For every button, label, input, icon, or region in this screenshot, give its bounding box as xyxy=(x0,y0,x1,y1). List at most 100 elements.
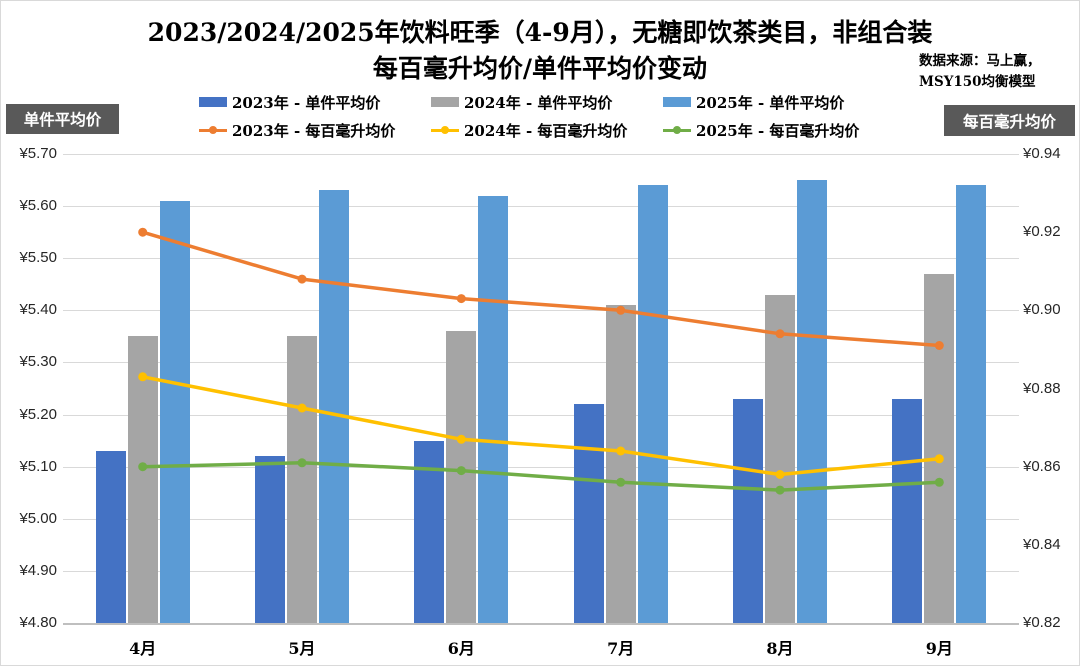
gridline xyxy=(63,362,1019,364)
x-axis-label-4月: 4月 xyxy=(129,639,157,658)
left-axis-tick-label: ¥4.80 xyxy=(19,614,57,631)
x-axis-label-9月: 9月 xyxy=(925,639,953,658)
marker-2024年-7月 xyxy=(616,446,626,456)
gridline xyxy=(63,206,1019,208)
x-axis-line xyxy=(63,623,1019,625)
bar-2025年-9月 xyxy=(956,185,987,623)
left-axis-tick-label: ¥5.10 xyxy=(19,457,57,475)
legend-label-2024-bar: 2024年 - 单件平均价 xyxy=(464,93,613,112)
bar-2023年-5月 xyxy=(255,456,285,623)
legend-label-2024-line: 2024年 - 每百毫升均价 xyxy=(464,121,628,140)
marker-2025年-8月 xyxy=(775,485,785,495)
bar-2025年-8月 xyxy=(797,180,827,623)
gridline xyxy=(63,154,1019,155)
legend-swatch-2025-line xyxy=(663,125,691,135)
legend-item-2023-bar: 2023年 - 单件平均价 xyxy=(199,92,431,112)
right-axis-tick-label: ¥0.88 xyxy=(1023,379,1061,397)
marker-2024年-9月 xyxy=(934,454,944,464)
data-source-line2: MSY150均衡模型 xyxy=(919,74,1036,90)
marker-2023年-6月 xyxy=(456,294,466,304)
marker-2023年-7月 xyxy=(616,305,626,315)
marker-2023年-8月 xyxy=(775,329,785,339)
bar-2025年-7月 xyxy=(637,185,668,623)
marker-2024年-6月 xyxy=(456,434,466,444)
plot-area xyxy=(63,154,1019,625)
legend-row-bars: 2023年 - 单件平均价 2024年 - 单件平均价 2025年 - 单件平均… xyxy=(199,92,895,112)
marker-2023年-9月 xyxy=(934,341,944,350)
line-2025年 xyxy=(142,461,940,492)
left-axis-badge: 单件平均价 xyxy=(6,104,119,134)
legend-label-2025-bar: 2025年 - 单件平均价 xyxy=(696,93,845,112)
left-axis-tick-label: ¥5.30 xyxy=(19,353,57,371)
bar-2024年-6月 xyxy=(446,331,477,623)
legend-swatch-2024-bar xyxy=(431,97,459,107)
line-2024年 xyxy=(142,375,940,477)
legend-swatch-2024-line xyxy=(431,125,459,135)
bar-2024年-9月 xyxy=(924,273,955,623)
gridline xyxy=(63,570,1019,572)
line-2023年 xyxy=(142,230,940,348)
chart-title-line2: 每百毫升均价/单件平均价变动 xyxy=(372,54,708,83)
right-axis-tick-label: ¥0.86 xyxy=(1023,457,1061,475)
legend-swatch-2025-bar xyxy=(663,97,691,107)
right-axis-tick-label: ¥0.84 xyxy=(1023,535,1061,553)
bar-2024年-5月 xyxy=(287,336,317,623)
right-axis-badge: 每百毫升均价 xyxy=(944,105,1075,136)
marker-2025年-6月 xyxy=(456,466,466,476)
marker-2023年-4月 xyxy=(138,227,148,237)
marker-2025年-7月 xyxy=(616,477,626,487)
gridline xyxy=(63,258,1019,260)
data-source-line1: 数据来源：马上赢， xyxy=(919,53,1041,69)
x-axis-label-5月: 5月 xyxy=(288,639,316,658)
legend-item-2025-line: 2025年 - 每百毫升均价 xyxy=(663,120,895,140)
line-series-layer xyxy=(138,227,944,495)
left-axis-tick-label: ¥4.90 xyxy=(19,561,57,579)
marker-2023年-5月 xyxy=(297,274,307,284)
bar-2025年-4月 xyxy=(159,200,190,623)
marker-2025年-9月 xyxy=(934,477,944,487)
legend-item-2023-line: 2023年 - 每百毫升均价 xyxy=(199,120,431,140)
bar-2023年-4月 xyxy=(95,451,126,623)
bar-2023年-8月 xyxy=(733,398,763,623)
gridline xyxy=(63,414,1019,416)
left-axis-tick-label: ¥5.00 xyxy=(19,509,57,527)
x-axis-label-6月: 6月 xyxy=(447,639,475,658)
bar-2023年-7月 xyxy=(573,404,604,623)
gridline xyxy=(63,518,1019,520)
bar-2024年-8月 xyxy=(765,294,795,623)
legend-label-2025-line: 2025年 - 每百毫升均价 xyxy=(696,121,860,140)
legend-item-2025-bar: 2025年 - 单件平均价 xyxy=(663,92,895,112)
marker-2025年-5月 xyxy=(297,458,307,468)
left-axis-tick-label: ¥5.70 xyxy=(19,145,57,162)
legend-row-lines: 2023年 - 每百毫升均价 2024年 - 每百毫升均价 2025年 - 每百… xyxy=(199,120,895,140)
legend-item-2024-bar: 2024年 - 单件平均价 xyxy=(431,92,663,112)
legend-item-2024-line: 2024年 - 每百毫升均价 xyxy=(431,120,663,140)
left-axis-tick-label: ¥5.40 xyxy=(19,301,57,319)
marker-2025年-4月 xyxy=(138,462,148,472)
gridline xyxy=(63,310,1019,312)
left-axis-tick-label: ¥5.50 xyxy=(19,249,57,267)
bar-2023年-9月 xyxy=(892,398,923,623)
marker-2024年-4月 xyxy=(138,372,148,382)
marker-2024年-8月 xyxy=(775,470,785,479)
right-axis-tick-label: ¥0.82 xyxy=(1023,614,1061,631)
data-source-note: 数据来源：马上赢， MSY150均衡模型 xyxy=(919,51,1079,93)
chart-title-line1: 2023/2024/2025年饮料旺季（4-9月），无糖即饮茶类目，非组合装 xyxy=(147,18,933,47)
left-axis-tick-label: ¥5.60 xyxy=(19,197,57,215)
right-axis-tick-label: ¥0.94 xyxy=(1023,145,1061,162)
marker-2024年-5月 xyxy=(297,403,307,413)
gridline xyxy=(63,466,1019,468)
bar-2024年-4月 xyxy=(127,336,158,623)
x-axis-label-7月: 7月 xyxy=(607,639,635,658)
legend-label-2023-line: 2023年 - 每百毫升均价 xyxy=(232,121,396,140)
bar-2025年-5月 xyxy=(319,190,349,623)
x-axis-label-8月: 8月 xyxy=(766,639,794,658)
right-axis-tick-label: ¥0.92 xyxy=(1023,223,1061,241)
bar-2024年-7月 xyxy=(605,305,636,623)
legend-label-2023-bar: 2023年 - 单件平均价 xyxy=(232,93,381,112)
legend-swatch-2023-line xyxy=(199,125,227,135)
legend-swatch-2023-bar xyxy=(199,97,227,107)
right-axis-tick-label: ¥0.90 xyxy=(1023,301,1061,319)
bar-2025年-6月 xyxy=(478,195,509,623)
